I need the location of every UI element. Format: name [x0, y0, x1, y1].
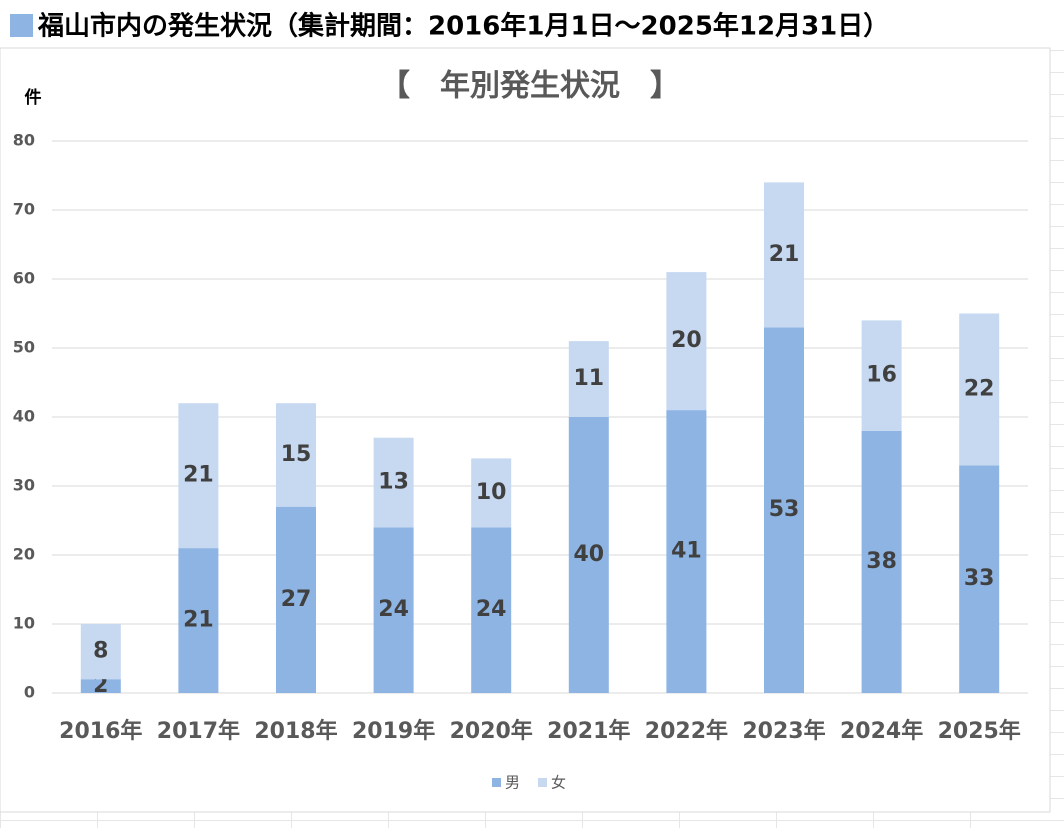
data-label: 20 — [671, 328, 702, 353]
bar-segment — [178, 403, 219, 549]
chart-title: 【 年別発生状況 】 — [380, 69, 680, 104]
bar-segment — [764, 182, 804, 328]
bar-segment — [568, 341, 609, 417]
y-tick-label: 70 — [13, 200, 35, 219]
y-axis-label: 件 — [25, 87, 42, 108]
data-label: 21 — [183, 463, 214, 488]
data-label: 24 — [476, 597, 507, 622]
data-label: 16 — [866, 363, 897, 388]
legend-label: 男 — [505, 774, 520, 792]
data-label: 24 — [378, 597, 409, 622]
y-tick-label: 30 — [13, 476, 35, 495]
y-tick-label: 20 — [13, 545, 35, 564]
data-label: 10 — [476, 480, 507, 505]
y-tick-label: 10 — [13, 614, 35, 633]
bar-segment — [471, 458, 512, 528]
x-tick-label: 2025年 — [938, 718, 1021, 744]
y-tick-label: 0 — [24, 683, 35, 702]
x-tick-label: 2016年 — [59, 718, 142, 744]
data-label: 53 — [769, 497, 800, 522]
header-title: 福山市内の発生状況（集計期間：2016年1月1日～2025年12月31日） — [37, 11, 889, 42]
header-bg — [0, 0, 1064, 48]
y-tick-label: 60 — [13, 269, 35, 288]
data-label: 41 — [671, 539, 702, 564]
bar-segment — [276, 403, 316, 507]
x-tick-label: 2023年 — [742, 718, 825, 744]
x-tick-label: 2024年 — [840, 718, 923, 744]
data-label: 8 — [93, 639, 108, 664]
x-tick-label: 2017年 — [157, 718, 240, 744]
bar-segment — [276, 506, 316, 693]
data-label: 27 — [281, 587, 312, 612]
header-icon — [10, 14, 33, 37]
bar-segment — [373, 437, 414, 528]
legend-label: 女 — [551, 774, 566, 792]
data-label: 40 — [573, 542, 604, 567]
bar-segment — [861, 320, 902, 431]
data-label: 38 — [866, 549, 897, 574]
bar-segment — [959, 465, 1000, 693]
data-label: 11 — [573, 366, 604, 391]
data-label: 21 — [769, 242, 800, 267]
bar-segment — [178, 548, 219, 693]
legend-swatch — [492, 778, 501, 787]
data-label: 15 — [281, 442, 312, 467]
bar-segment — [471, 527, 512, 693]
y-tick-label: 80 — [13, 131, 35, 150]
x-tick-label: 2018年 — [254, 718, 337, 744]
bar-segment — [861, 430, 902, 693]
y-tick-label: 40 — [13, 407, 35, 426]
data-label: 22 — [964, 376, 995, 401]
x-tick-label: 2022年 — [645, 718, 728, 744]
data-label: 2 — [93, 673, 108, 698]
y-tick-label: 50 — [13, 338, 35, 357]
data-label: 13 — [378, 470, 409, 495]
data-label: 33 — [964, 566, 995, 591]
x-tick-label: 2019年 — [352, 718, 435, 744]
x-tick-label: 2020年 — [450, 718, 533, 744]
bar-segment — [666, 272, 707, 411]
x-tick-label: 2021年 — [547, 718, 630, 744]
bar-segment — [373, 527, 414, 693]
bar-segment — [568, 417, 609, 693]
bar-segment — [959, 313, 1000, 466]
bar-segment — [666, 410, 707, 693]
bar-segment — [764, 327, 804, 693]
bar-segment — [80, 624, 121, 680]
data-label: 21 — [183, 608, 214, 633]
bar-segment — [80, 679, 121, 693]
legend-swatch — [538, 778, 547, 787]
